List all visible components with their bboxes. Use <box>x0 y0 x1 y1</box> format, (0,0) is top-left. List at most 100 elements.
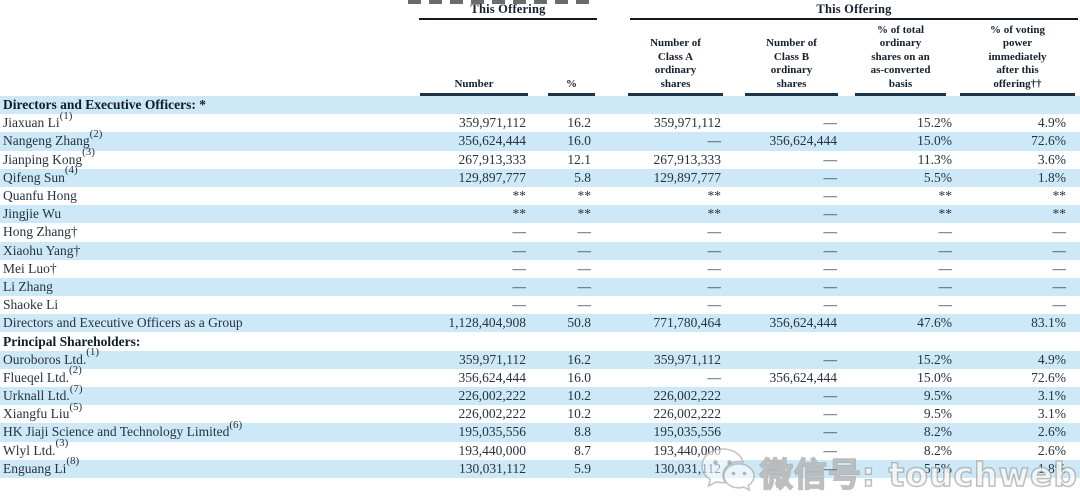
cell-number: 267,913,333 <box>458 151 527 167</box>
cell-shareholder-name: Li Zhang <box>3 278 53 294</box>
cell-class-b: — <box>823 224 838 240</box>
column-header-voting-power: % of voting power immediately after this… <box>960 0 1075 96</box>
table-header: This Offering This Offering Number % Num… <box>0 0 1080 96</box>
cell-class-a: — <box>707 278 722 294</box>
cell-percent: — <box>577 224 592 240</box>
cell-shareholder-name: Nangeng Zhang(2) <box>3 127 103 149</box>
cell-number: — <box>512 242 527 258</box>
table-row: Jiaxuan Li(1) 359,971,112 16.2 359,971,112 —… <box>0 109 1080 132</box>
cell-pct-total: 8.2% <box>923 424 952 440</box>
cell-number: 193,440,000 <box>458 442 527 458</box>
cell-pct-total: 15.0% <box>917 133 952 149</box>
footnote-ref: (5) <box>69 400 83 413</box>
cell-shareholder-name: Directors and Executive Officers: * <box>3 97 206 113</box>
group-header-rule <box>419 18 597 20</box>
cell-pct-total: 5.5% <box>923 169 952 185</box>
cell-class-a: — <box>707 260 722 276</box>
cell-voting: — <box>1052 224 1067 240</box>
cell-number: 129,897,777 <box>458 169 527 185</box>
table-body: Directors and Executive Officers: * Jiaxu… <box>0 96 1080 478</box>
cell-pct-total: 11.3% <box>917 151 952 167</box>
cell-number: 195,035,556 <box>458 424 527 440</box>
footnote-ref: (3) <box>55 437 69 450</box>
cell-class-b: — <box>823 188 838 204</box>
cell-shareholder-name: Ouroboros Ltd.(1) <box>3 346 100 367</box>
cell-class-a: 130,031,112 <box>654 460 721 476</box>
cell-class-a: ** <box>707 206 722 222</box>
cell-shareholder-name: Jingjie Wu <box>3 206 62 222</box>
cell-number: 359,971,112 <box>459 115 526 131</box>
column-header-class-b-shares: Number of Class B ordinary shares <box>745 0 838 96</box>
cell-shareholder-name: Jiaxuan Li(1) <box>3 109 73 131</box>
cell-shareholder-name: Mei Luo† <box>3 260 57 276</box>
table-row: Qifeng Sun(4) 129,897,777 5.8 129,897,777 — 5… <box>0 165 1080 187</box>
cell-pct-total: — <box>938 224 953 240</box>
cell-class-a: 359,971,112 <box>654 115 721 131</box>
cell-pct-total: 8.2% <box>923 442 952 458</box>
cell-pct-total: ** <box>938 206 953 222</box>
cell-shareholder-name: Xiaohu Yang† <box>3 242 81 258</box>
cell-voting: 2.6% <box>1037 442 1066 458</box>
cell-pct-total: 47.6% <box>917 315 952 331</box>
footnote-ref: (2) <box>89 127 103 140</box>
cell-number: 226,002,222 <box>458 388 527 404</box>
cell-voting: 3.6% <box>1037 151 1066 167</box>
cell-number: 130,031,112 <box>459 460 526 476</box>
cell-number: — <box>512 278 527 294</box>
cell-class-a: 359,971,112 <box>654 351 721 367</box>
footnote-ref: (7) <box>69 382 83 395</box>
cell-pct-total: 15.2% <box>917 115 952 131</box>
footnote-ref: (8) <box>66 455 80 468</box>
cell-voting: 2.6% <box>1037 424 1066 440</box>
cell-class-b: — <box>823 260 838 276</box>
cell-percent: 10.2 <box>567 406 591 422</box>
group-header-this-offering-right: This Offering <box>630 3 1078 20</box>
cell-percent: ** <box>577 188 592 204</box>
cell-pct-total: — <box>938 260 953 276</box>
cell-class-b: — <box>823 151 838 167</box>
footnote-ref: (1) <box>59 109 73 122</box>
column-header-pct-total-shares: % of total ordinary shares on an as-conv… <box>855 0 946 96</box>
cell-pct-total: — <box>938 297 953 313</box>
cell-class-b: — <box>823 115 838 131</box>
cell-class-a: 267,913,333 <box>653 151 722 167</box>
cell-number: 356,624,444 <box>458 133 527 149</box>
cell-pct-total: 15.2% <box>917 351 952 367</box>
cell-class-b: — <box>823 278 838 294</box>
cell-shareholder-name: Jianping Kong(3) <box>3 146 95 167</box>
cell-number: ** <box>512 206 527 222</box>
column-header-class-a-shares: Number of Class A ordinary shares <box>628 0 723 96</box>
cell-class-a: 195,035,556 <box>653 424 722 440</box>
cell-number: — <box>512 224 527 240</box>
cell-shareholder-name: Flueqel Ltd.(2) <box>3 364 82 385</box>
table-row: Hong Zhang† — — — — — — <box>0 223 1080 241</box>
cell-percent: 8.7 <box>574 442 591 458</box>
cell-percent: 8.8 <box>574 424 591 440</box>
footnote-ref: (1) <box>86 346 100 359</box>
table-row: Xiangfu Liu(5) 226,002,222 10.2 226,002,222… <box>0 400 1080 423</box>
cell-class-a: 771,780,464 <box>653 315 722 331</box>
cell-percent: — <box>577 278 592 294</box>
table-row: Principal Shareholders: <box>0 332 1080 350</box>
cell-voting: ** <box>1052 206 1067 222</box>
cell-percent: 16.0 <box>567 133 591 149</box>
clipped-text-fragment <box>408 0 590 4</box>
table-row: Urknall Ltd.(7) 226,002,222 10.2 226,002,22… <box>0 383 1080 406</box>
cell-percent: 12.1 <box>567 151 591 167</box>
cell-class-a: — <box>707 242 722 258</box>
cell-class-a: 129,897,777 <box>653 169 722 185</box>
cell-class-b: — <box>823 242 838 258</box>
group-header-rule <box>630 18 1078 20</box>
cell-shareholder-name: Enguang Li(8) <box>3 455 80 476</box>
cell-voting: ** <box>1052 188 1067 204</box>
footnote-ref: (4) <box>64 164 78 177</box>
cell-pct-total: ** <box>938 188 953 204</box>
cell-shareholder-name: Xiangfu Liu(5) <box>3 400 83 422</box>
table-row: Directors and Executive Officers as a Gr… <box>0 314 1080 333</box>
cell-voting: 1.8% <box>1037 169 1066 185</box>
cell-percent: 16.2 <box>567 115 591 131</box>
cell-percent: — <box>577 297 592 313</box>
cell-class-b: 356,624,444 <box>769 133 838 149</box>
cell-class-b: 356,624,444 <box>769 369 838 385</box>
